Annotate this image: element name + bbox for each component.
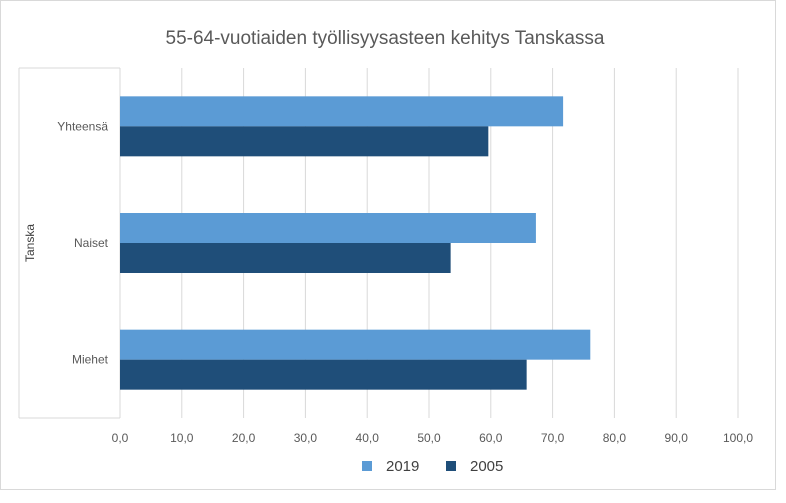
group-axis-title: Tanska [23, 224, 37, 262]
x-tick-labels: 0,0 10,0 20,0 30,0 40,0 50,0 60,0 70,0 80,0 90,0 1… [112, 431, 754, 445]
x-tick-label: 50,0 [417, 431, 441, 445]
legend-label-2019: 2019 [386, 458, 419, 475]
x-tick-label: 90,0 [665, 431, 689, 445]
bar-2019-Naiset [120, 213, 536, 243]
bar-2019-Yhteensä [120, 96, 564, 127]
bars [120, 96, 591, 390]
bar-2005-Naiset [120, 243, 451, 273]
category-labels: Yhteensä Naiset Miehet [57, 119, 108, 366]
category-label: Yhteensä [57, 119, 108, 133]
x-tick-label: 100,0 [723, 431, 753, 445]
x-tick-label: 70,0 [541, 431, 565, 445]
x-tick-label: 10,0 [170, 431, 194, 445]
chart-title: 55-64-vuotiaiden työllisyysasteen kehity… [166, 28, 605, 49]
legend-swatch-2019 [362, 461, 372, 471]
x-tick-label: 60,0 [479, 431, 503, 445]
group-axis [18, 67, 120, 419]
x-tick-label: 20,0 [232, 431, 256, 445]
category-label: Naiset [74, 236, 109, 250]
x-tick-label: 0,0 [112, 431, 129, 445]
bar-2019-Miehet [120, 329, 591, 360]
legend-label-2005: 2005 [470, 458, 503, 475]
bar-2005-Yhteensä [120, 126, 489, 157]
x-tick-label: 40,0 [356, 431, 380, 445]
legend-swatch-2005 [446, 461, 456, 471]
x-tick-label: 30,0 [294, 431, 318, 445]
legend: 2019 2005 [362, 458, 503, 475]
bar-2005-Miehet [120, 359, 527, 390]
category-label: Miehet [72, 353, 109, 367]
x-tick-label: 80,0 [603, 431, 627, 445]
